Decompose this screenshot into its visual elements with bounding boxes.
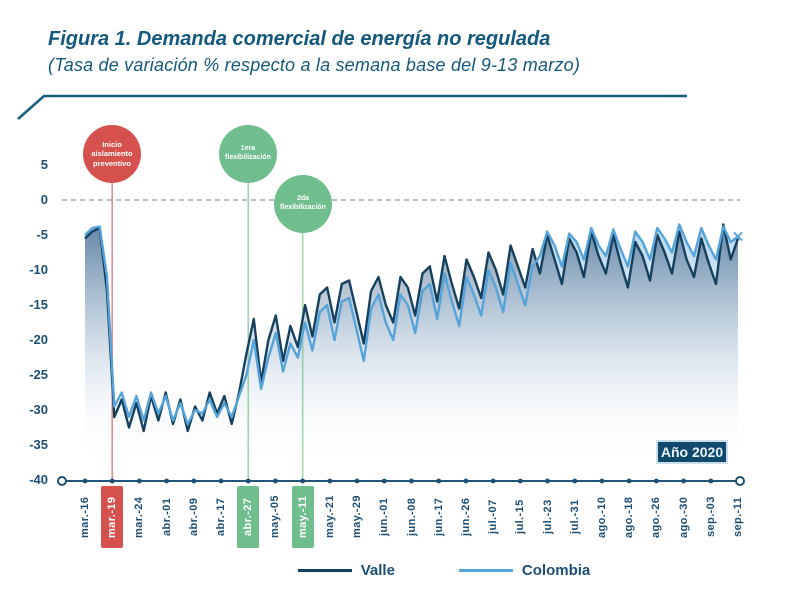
x-tick-label-jul.-31: jul.-31 (568, 499, 581, 535)
x-axis-tick-dot (490, 478, 496, 484)
x-tick-label-abr.-17: abr.-17 (215, 497, 228, 537)
x-tick-label-sep.-11: sep.-11 (732, 496, 744, 538)
x-tick-label-jun.-26: jun.-26 (459, 497, 472, 537)
annotation-flex1-circle: 1era flexibilización (219, 125, 277, 183)
x-axis-tick-dot (409, 478, 414, 484)
x-axis-tick-dot (626, 478, 632, 484)
x-axis-tick-dot (681, 478, 686, 484)
x-axis-end-circle-left (57, 476, 67, 486)
annotation-flex2-line2: flexibilización (280, 204, 326, 211)
colombia-end-marker-icon (733, 231, 743, 242)
annotation-flex2-line1: 2da (296, 195, 310, 203)
x-tick-label-may.-29: may.-29 (351, 495, 364, 539)
y-tick-label--30: -30 (29, 402, 48, 417)
annotation-flex1-line1: 1era (240, 145, 256, 153)
x-axis-tick-dot (245, 478, 251, 484)
x-axis-tick-dot (137, 478, 142, 484)
year-badge: Año 2020 (656, 440, 728, 464)
y-tick-label--15: -15 (29, 297, 48, 312)
x-tick-label-ago.-30: ago.-30 (677, 496, 690, 538)
y-tick-label--35: -35 (29, 437, 48, 452)
colombia-line-swatch-icon (458, 569, 513, 572)
x-axis-tick-dot (653, 478, 659, 484)
y-tick-label--25: -25 (29, 367, 48, 382)
x-tick-label-jul.-07: jul.-07 (487, 499, 500, 535)
x-tick-label-may.-05: may.-05 (269, 495, 282, 539)
y-tick-label-0: 0 (40, 192, 48, 207)
x-axis-tick-dot (327, 478, 333, 484)
legend-item-valle: Valle (297, 562, 395, 579)
x-axis-tick-dot (463, 478, 469, 484)
legend: Valle Colombia (44, 562, 800, 579)
x-tick-label-mar.-24: mar.-24 (133, 496, 146, 538)
x-axis-tick-dot (436, 478, 442, 484)
y-tick-label-5: 5 (40, 157, 48, 172)
x-axis-tick-dot (354, 478, 360, 484)
annotation-lockdown-line1: Inicio (102, 139, 122, 149)
y-tick-label--20: -20 (29, 332, 48, 347)
series-line-colombia (84, 223, 739, 426)
x-axis-tick-dot (381, 478, 387, 484)
x-axis-tick-dot (218, 478, 224, 484)
legend-item-colombia: Colombia (458, 562, 591, 579)
x-axis-tick-dot (572, 478, 578, 484)
x-tick-label-jul.-15: jul.-15 (514, 499, 527, 535)
legend-label-colombia: Colombia (521, 562, 591, 579)
figure-subtitle: (Tasa de variación % respecto a la seman… (48, 55, 581, 75)
x-axis-tick-dot (273, 478, 278, 484)
x-tick-label-jun.-17: jun.-17 (432, 497, 445, 537)
figure-title: Figura 1. Demanda comercial de energía n… (48, 28, 551, 50)
decorative-border (17, 94, 687, 120)
annotation-flex2-circle: 2da flexibilización (274, 175, 332, 233)
annotation-lockdown-line2: aislamiento (91, 149, 133, 159)
x-axis-tick-dot (599, 478, 605, 484)
x-axis-tick-dot (300, 478, 306, 484)
annotation-flex1-line2: flexibilización (225, 154, 271, 161)
x-tick-label-mar.-19: mar.-19 (101, 486, 124, 548)
y-tick-label--40: -40 (29, 472, 48, 487)
x-tick-label-sep.-03: sep.-03 (704, 496, 717, 538)
x-axis-end-circle-right (735, 476, 745, 486)
x-axis-tick-dot (109, 478, 115, 484)
x-tick-label-may.-21: may.-21 (323, 495, 336, 539)
annotation-lockdown-line3: preventivo (93, 158, 131, 168)
x-tick-label-mar.-16: mar.-16 (79, 496, 91, 538)
x-axis-tick-dot (517, 478, 523, 484)
x-axis-tick-dot (545, 478, 550, 484)
x-tick-label-abr.-27: abr.-27 (237, 486, 260, 548)
x-tick-label-ago.-26: ago.-26 (650, 496, 663, 538)
x-tick-label-jul.-23: jul.-23 (541, 499, 554, 535)
x-tick-label-may.-11: may.-11 (291, 486, 314, 548)
x-tick-label-ago.-18: ago.-18 (623, 496, 636, 538)
x-tick-label-jun.-08: jun.-08 (405, 497, 418, 537)
y-tick-label--10: -10 (29, 262, 48, 277)
y-tick-label--5: -5 (36, 227, 48, 242)
valle-line-swatch-icon (297, 569, 352, 572)
x-tick-label-ago.-10: ago.-10 (595, 496, 608, 538)
x-tick-label-abr.-01: abr.-01 (160, 497, 173, 537)
x-tick-label-jun.-01: jun.-01 (378, 497, 391, 537)
valle-area-fill (85, 224, 738, 470)
annotation-lockdown-circle: Inicio aislamiento preventivo (83, 125, 141, 183)
x-axis-tick-dot (191, 478, 197, 484)
x-tick-label-abr.-09: abr.-09 (187, 497, 200, 537)
x-axis-tick-dot (82, 478, 88, 484)
x-axis-tick-dot (708, 478, 714, 484)
x-axis-tick-dot (164, 478, 170, 484)
legend-label-valle: Valle (360, 562, 395, 579)
